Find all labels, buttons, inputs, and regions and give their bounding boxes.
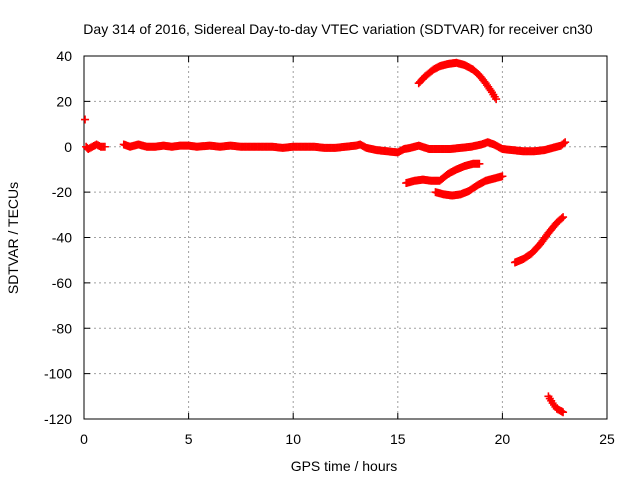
y-tick-label: 40 bbox=[56, 48, 72, 64]
data-point bbox=[100, 142, 109, 151]
data-point bbox=[486, 86, 495, 95]
y-tick-label: -60 bbox=[52, 275, 72, 291]
series-near-zero-main bbox=[81, 115, 570, 157]
x-tick-label: 10 bbox=[285, 431, 301, 447]
x-tick-label: 15 bbox=[390, 431, 406, 447]
y-tick-label: -80 bbox=[52, 320, 72, 336]
x-tick-label: 5 bbox=[185, 431, 193, 447]
x-tick-label: 20 bbox=[495, 431, 511, 447]
y-tick-label: -20 bbox=[52, 184, 72, 200]
grid-lines bbox=[84, 56, 607, 419]
x-ticks: 0 5 10 15 20 25 bbox=[80, 56, 615, 447]
data-points bbox=[81, 58, 570, 417]
series-track-c bbox=[510, 213, 568, 267]
x-tick-label: 25 bbox=[599, 431, 615, 447]
y-tick-label: -100 bbox=[44, 366, 72, 382]
data-point bbox=[559, 408, 568, 417]
data-point bbox=[475, 159, 484, 168]
x-tick-label: 0 bbox=[80, 431, 88, 447]
series-track-b bbox=[431, 172, 507, 200]
series-arc-high bbox=[414, 58, 501, 104]
y-tick-label: 0 bbox=[64, 139, 72, 155]
y-tick-label: 20 bbox=[56, 93, 72, 109]
data-point bbox=[559, 139, 568, 148]
x-axis-label: GPS time / hours bbox=[291, 458, 398, 474]
y-tick-label: -120 bbox=[44, 411, 72, 427]
data-point bbox=[81, 115, 90, 124]
series-track-d bbox=[544, 392, 568, 417]
chart-title: Day 314 of 2016, Sidereal Day-to-day VTE… bbox=[83, 21, 593, 37]
y-tick-label: -40 bbox=[52, 230, 72, 246]
data-point bbox=[498, 172, 507, 181]
data-point bbox=[561, 138, 570, 147]
data-point bbox=[557, 214, 566, 223]
y-ticks: 40 20 0 -20 -40 -60 -80 -100 -120 bbox=[44, 48, 607, 427]
data-point bbox=[559, 213, 568, 222]
y-axis-label: SDTVAR / TECUs bbox=[5, 182, 21, 294]
series-track-a bbox=[402, 159, 484, 188]
data-point bbox=[492, 95, 501, 104]
